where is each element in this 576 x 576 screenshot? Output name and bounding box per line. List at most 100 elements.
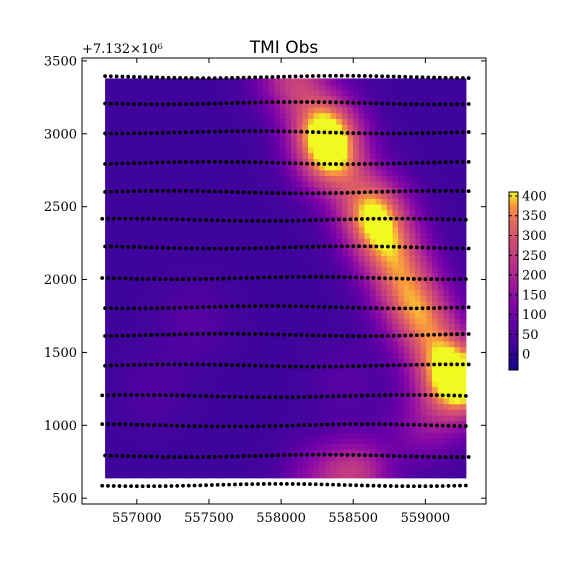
heatmap-cell bbox=[116, 260, 123, 268]
heatmap-cell bbox=[454, 118, 461, 125]
heatmap-cell bbox=[398, 289, 405, 296]
heatmap-cell bbox=[375, 186, 382, 194]
survey-point bbox=[103, 74, 107, 79]
heatmap-cell bbox=[392, 129, 399, 137]
survey-point bbox=[282, 245, 286, 250]
heatmap-cell bbox=[251, 375, 258, 382]
survey-point bbox=[391, 189, 396, 194]
heatmap-cell bbox=[167, 318, 174, 325]
heatmap-cell bbox=[437, 203, 444, 211]
heatmap-cell bbox=[358, 312, 365, 319]
heatmap-cell bbox=[251, 266, 258, 273]
heatmap-cell bbox=[381, 289, 388, 296]
heatmap-cell bbox=[296, 449, 303, 456]
heatmap-cell bbox=[127, 169, 134, 176]
heatmap-cell bbox=[240, 112, 247, 119]
heatmap-cell bbox=[415, 415, 422, 422]
heatmap-cell bbox=[381, 312, 388, 319]
heatmap-cell bbox=[251, 226, 258, 234]
heatmap-cell bbox=[296, 340, 303, 348]
heatmap-cell bbox=[415, 209, 422, 216]
heatmap-cell bbox=[167, 226, 174, 234]
heatmap-cell bbox=[268, 300, 275, 308]
heatmap-cell bbox=[105, 106, 112, 114]
heatmap-cell bbox=[121, 472, 129, 479]
heatmap-cell bbox=[127, 329, 134, 336]
survey-point bbox=[334, 244, 338, 249]
heatmap-cell bbox=[144, 209, 151, 216]
heatmap-cell bbox=[138, 95, 146, 102]
heatmap-cell bbox=[172, 409, 179, 416]
heatmap-cell bbox=[437, 437, 444, 445]
heatmap-cell bbox=[257, 443, 264, 450]
heatmap-cell bbox=[369, 386, 377, 393]
heatmap-cell bbox=[431, 118, 439, 125]
heatmap-cell bbox=[183, 198, 191, 205]
heatmap-cell bbox=[313, 226, 320, 234]
heatmap-cell bbox=[161, 89, 168, 97]
heatmap-cell bbox=[409, 363, 416, 370]
heatmap-cell bbox=[121, 146, 129, 154]
heatmap-cell bbox=[319, 312, 326, 319]
heatmap-cell bbox=[392, 437, 399, 445]
heatmap-cell bbox=[189, 403, 196, 410]
heatmap-cell bbox=[420, 203, 427, 211]
heatmap-cell bbox=[234, 106, 241, 114]
heatmap-cell bbox=[330, 95, 337, 102]
survey-point bbox=[189, 130, 194, 135]
heatmap-cell bbox=[262, 226, 270, 234]
heatmap-cell bbox=[392, 403, 399, 410]
heatmap-cell bbox=[415, 409, 422, 416]
survey-point bbox=[132, 131, 136, 136]
heatmap-cell bbox=[183, 146, 191, 154]
heatmap-cell bbox=[415, 124, 422, 131]
heatmap-cell bbox=[150, 295, 157, 302]
heatmap-cell bbox=[302, 300, 309, 308]
heatmap-cell bbox=[358, 454, 365, 462]
heatmap-cell bbox=[291, 472, 298, 479]
survey-point bbox=[276, 191, 281, 195]
heatmap-cell bbox=[206, 392, 213, 399]
survey-point bbox=[155, 75, 159, 80]
heatmap-cell bbox=[285, 249, 292, 256]
heatmap-cell bbox=[127, 141, 134, 148]
heatmap-cell bbox=[443, 95, 450, 102]
heatmap-cell bbox=[347, 318, 354, 325]
heatmap-cell bbox=[443, 209, 450, 216]
heatmap-cell bbox=[257, 221, 264, 228]
heatmap-cell bbox=[195, 357, 202, 365]
heatmap-cell bbox=[116, 232, 123, 239]
heatmap-cell bbox=[217, 392, 225, 399]
heatmap-cell bbox=[313, 329, 320, 336]
heatmap-cell bbox=[110, 232, 117, 239]
heatmap-cell bbox=[375, 272, 382, 279]
heatmap-cell bbox=[454, 283, 461, 291]
heatmap-cell bbox=[167, 369, 174, 376]
heatmap-cell bbox=[364, 158, 371, 165]
heatmap-cell bbox=[262, 89, 270, 97]
heatmap-cell bbox=[398, 209, 405, 216]
heatmap-cell bbox=[110, 363, 117, 370]
heatmap-cell bbox=[206, 169, 213, 176]
heatmap-cell bbox=[251, 420, 258, 428]
heatmap-cell bbox=[234, 426, 241, 433]
survey-point bbox=[224, 101, 229, 106]
heatmap-cell bbox=[386, 380, 394, 388]
heatmap-cell bbox=[307, 329, 315, 336]
heatmap-cell bbox=[336, 329, 343, 336]
heatmap-cell bbox=[431, 352, 439, 359]
heatmap-cell bbox=[296, 466, 303, 473]
heatmap-cell bbox=[206, 78, 213, 85]
survey-point bbox=[325, 275, 330, 279]
heatmap-cell bbox=[245, 312, 253, 319]
heatmap-cell bbox=[409, 192, 416, 199]
heatmap-cell bbox=[415, 346, 422, 353]
heatmap-cell bbox=[150, 306, 157, 313]
heatmap-cell bbox=[262, 443, 270, 450]
heatmap-cell bbox=[336, 443, 343, 450]
heatmap-cell bbox=[144, 249, 151, 256]
heatmap-cell bbox=[116, 437, 123, 445]
heatmap-cell bbox=[437, 340, 444, 348]
heatmap-cell bbox=[403, 352, 411, 359]
heatmap-cell bbox=[443, 112, 450, 119]
